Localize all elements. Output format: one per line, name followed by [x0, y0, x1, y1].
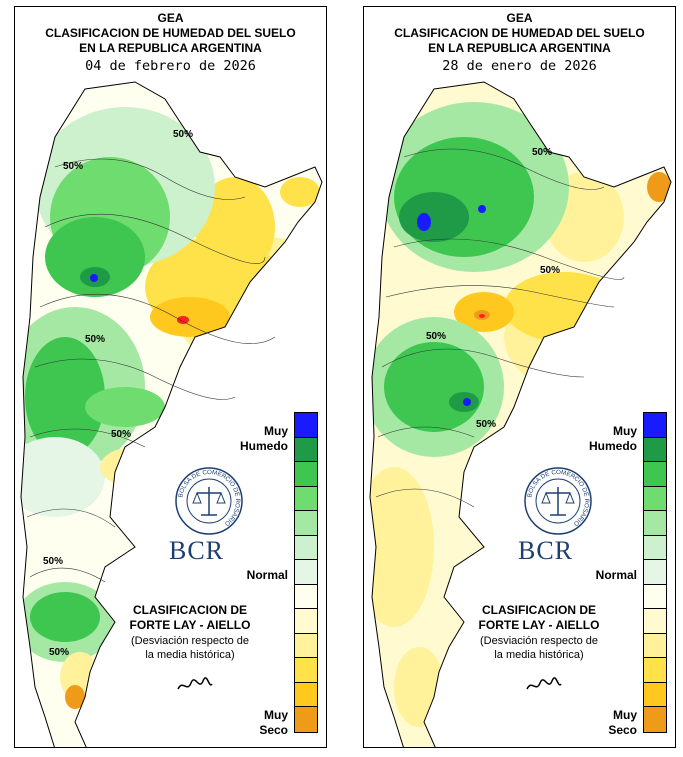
legend-normal-label: Normal: [246, 568, 288, 582]
header-line-1: GEA: [506, 11, 533, 25]
legend-very-dry-label: Muy Seco: [259, 708, 288, 737]
moisture-legend: [643, 412, 667, 733]
classification-note: (Desviación respecto de la media históric…: [130, 635, 249, 661]
header-line-2: CLASIFICACION DE HUMEDAD DEL SUELO: [394, 26, 645, 40]
argentina-moisture-map: 50% 50% 50% 50% 50% 50%: [20, 81, 323, 747]
contour-label: 50%: [49, 647, 69, 658]
legend-swatch: [295, 633, 317, 658]
contour-label: 50%: [111, 429, 131, 440]
legend-swatch: [644, 584, 666, 609]
classification-title: CLASIFICACION DE FORTE LAY - AIELLO: [129, 603, 251, 632]
legend-swatch: [295, 462, 317, 487]
legend-swatch: [644, 437, 666, 462]
legend-swatch: [295, 511, 317, 536]
contour-label: 50%: [43, 556, 63, 567]
bcr-seal-logo: BOLSA DE COMERCIO DE ROSARIO: [524, 467, 592, 535]
legend-swatch: [295, 560, 317, 585]
legend-swatch: [644, 658, 666, 683]
legend-swatch: [295, 707, 317, 732]
header-line-3: EN LA REPUBLICA ARGENTINA: [428, 41, 611, 55]
contour-label: 50%: [173, 129, 193, 140]
legend-swatch: [295, 584, 317, 609]
legend-swatch: [295, 658, 317, 683]
signature-mark: [526, 677, 562, 690]
header-line-1: GEA: [157, 11, 184, 25]
legend-swatch: [295, 535, 317, 560]
bcr-seal-logo: BOLSA DE COMERCIO DE ROSARIO: [175, 467, 243, 535]
legend-swatch: [295, 413, 317, 438]
moisture-legend: [294, 412, 318, 733]
legend-swatch: [644, 413, 666, 438]
contour-label: 50%: [476, 419, 496, 430]
bcr-brand-name: BCR: [169, 536, 225, 565]
legend-swatch: [295, 486, 317, 511]
header-line-3: EN LA REPUBLICA ARGENTINA: [79, 41, 262, 55]
classification-note: (Desviación respecto de la media históric…: [479, 635, 598, 661]
soil-moisture-map-panel-jan28: GEA CLASIFICACION DE HUMEDAD DEL SUELO E…: [363, 6, 676, 748]
legend-swatch: [295, 682, 317, 707]
legend-very-wet-label: Muy Humedo: [589, 424, 637, 453]
legend-very-wet-label: Muy Humedo: [240, 424, 288, 453]
contour-label: 50%: [63, 161, 83, 172]
legend-swatch: [644, 682, 666, 707]
contour-label: 50%: [540, 265, 560, 276]
legend-swatch: [644, 609, 666, 634]
header-line-2: CLASIFICACION DE HUMEDAD DEL SUELO: [45, 26, 296, 40]
signature-mark: [177, 677, 213, 690]
legend-swatch: [644, 707, 666, 732]
legend-swatch: [644, 486, 666, 511]
contour-label: 50%: [85, 334, 105, 345]
legend-normal-label: Normal: [595, 568, 637, 582]
map-date: 28 de enero de 2026: [442, 58, 597, 74]
legend-swatch: [644, 560, 666, 585]
legend-swatch: [295, 437, 317, 462]
legend-swatch: [644, 511, 666, 536]
contour-label: 50%: [426, 331, 446, 342]
legend-swatch: [644, 535, 666, 560]
bcr-brand-name: BCR: [518, 536, 574, 565]
legend-swatch: [295, 609, 317, 634]
contour-label: 50%: [532, 147, 552, 158]
argentina-moisture-map: 50% 50% 50% 50%: [369, 81, 672, 747]
map-date: 04 de febrero de 2026: [85, 58, 256, 74]
classification-title: CLASIFICACION DE FORTE LAY - AIELLO: [478, 603, 600, 632]
legend-very-dry-label: Muy Seco: [608, 708, 637, 737]
legend-swatch: [644, 462, 666, 487]
legend-swatch: [644, 633, 666, 658]
soil-moisture-map-panel-feb04: GEA CLASIFICACION DE HUMEDAD DEL SUELO E…: [14, 6, 327, 748]
